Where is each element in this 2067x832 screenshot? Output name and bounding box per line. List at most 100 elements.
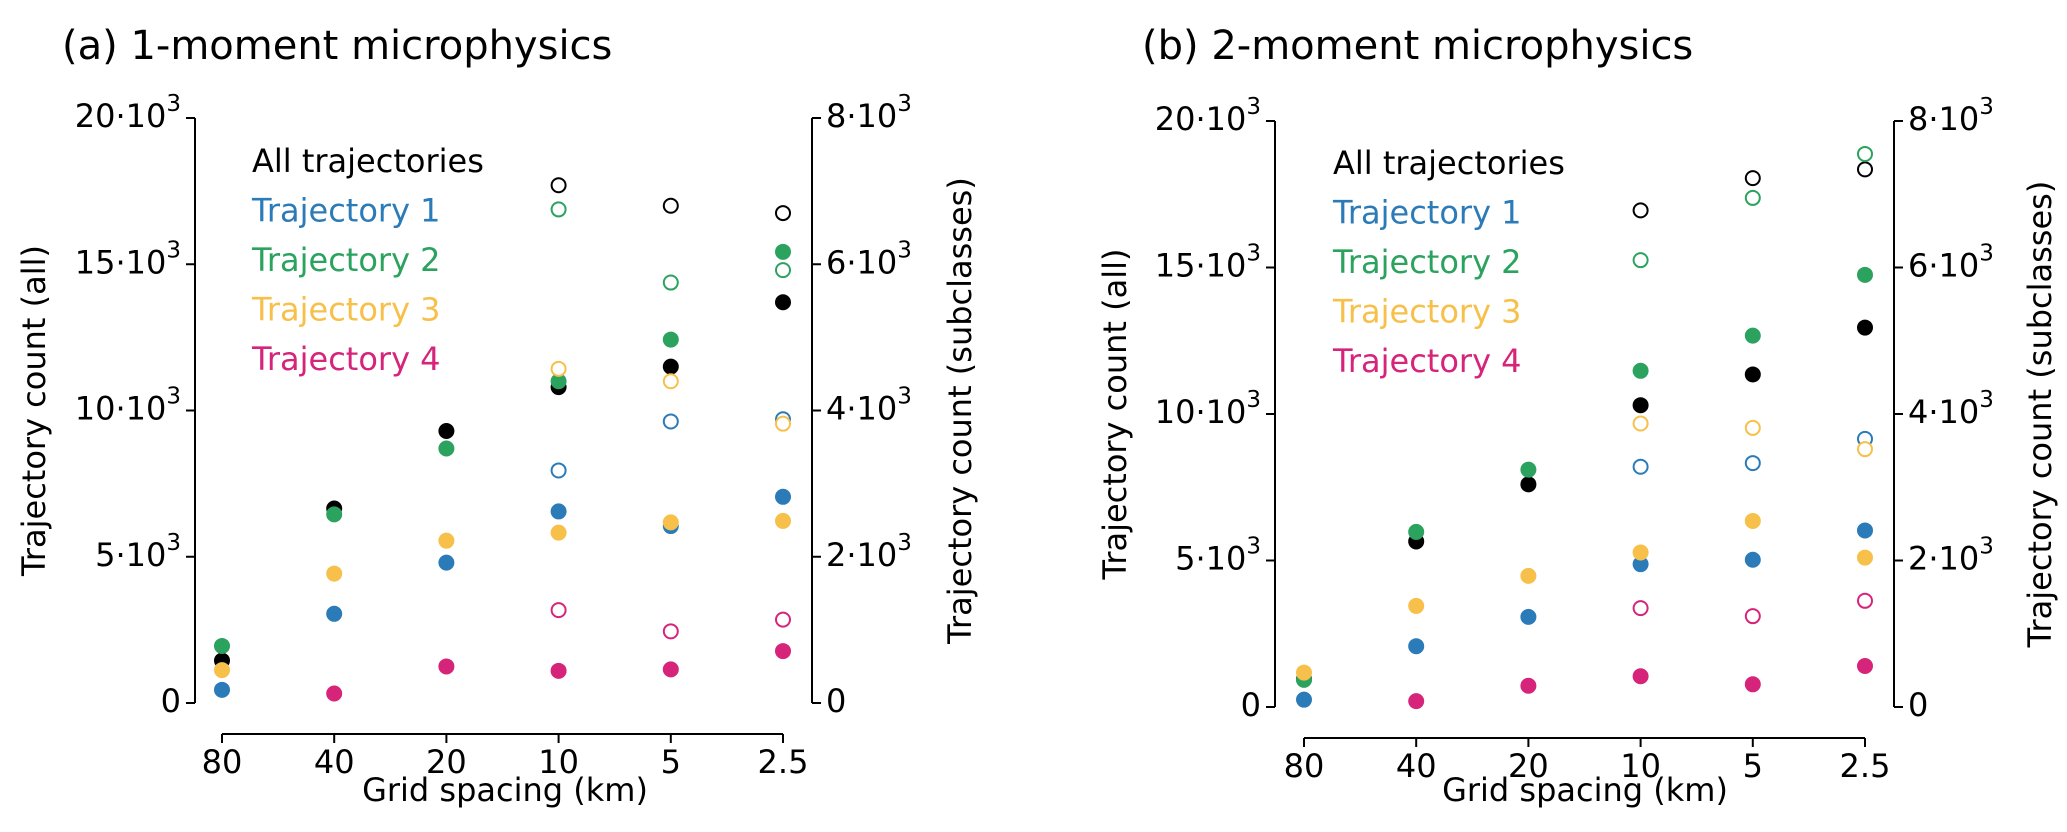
data-point xyxy=(326,565,343,582)
data-point xyxy=(1744,455,1761,472)
left-tick-label: 10·103 xyxy=(1155,387,1261,432)
data-point xyxy=(662,373,679,390)
data-point xyxy=(550,462,567,479)
data-point xyxy=(662,514,679,531)
left-tick-label: 20·103 xyxy=(1155,94,1261,139)
data-point xyxy=(438,532,455,549)
y-axis-label-right: Trajectory count (subclasses) xyxy=(941,177,979,645)
right-tick-label: 0 xyxy=(826,682,846,720)
data-point xyxy=(1744,608,1761,625)
data-point xyxy=(1632,362,1649,379)
data-point xyxy=(662,358,679,375)
right-tick-label: 4·103 xyxy=(826,383,912,428)
data-point xyxy=(550,201,567,218)
data-point xyxy=(1857,266,1873,283)
data-point xyxy=(1408,523,1425,540)
legend-entry: All trajectories xyxy=(252,142,484,180)
data-point xyxy=(438,658,455,675)
data-point xyxy=(550,177,567,194)
data-point xyxy=(1857,441,1873,458)
y-axis-label-left: Trajectory count (all) xyxy=(15,245,53,577)
data-point xyxy=(1632,415,1649,432)
data-point xyxy=(775,205,791,222)
right-tick-label: 4·103 xyxy=(1908,387,1994,432)
left-tick-label: 15·103 xyxy=(75,237,181,282)
data-point xyxy=(1520,567,1537,584)
right-tick-label: 6·103 xyxy=(1908,240,1994,285)
legend-entry: Trajectory 3 xyxy=(1332,293,1522,331)
data-point xyxy=(1744,676,1761,693)
data-point xyxy=(1632,668,1649,685)
x-tick-label: 40 xyxy=(314,743,355,781)
left-tick-label: 0 xyxy=(161,682,181,720)
x-tick-label: 10 xyxy=(538,743,579,781)
x-tick-label: 5 xyxy=(661,743,681,781)
data-point xyxy=(326,605,343,622)
data-point xyxy=(775,243,791,260)
data-point xyxy=(1520,461,1537,478)
data-point xyxy=(1632,252,1649,269)
data-point xyxy=(214,637,230,654)
right-tick-label: 2·103 xyxy=(826,529,912,574)
data-point xyxy=(662,197,679,214)
x-axis-label: Grid spacing (km) xyxy=(362,771,648,809)
data-point xyxy=(1744,419,1761,436)
data-point xyxy=(1632,544,1649,561)
data-point xyxy=(775,262,791,279)
data-point xyxy=(1857,657,1873,674)
data-point xyxy=(662,661,679,678)
panel-a: (a) 1-moment microphysics 0 5·103 10·103 15·… xyxy=(15,23,979,809)
data-point xyxy=(1857,145,1873,162)
x-tick-label: 20 xyxy=(426,743,467,781)
legend-entry: Trajectory 4 xyxy=(251,340,441,378)
data-point xyxy=(1632,458,1649,475)
data-point xyxy=(1857,319,1873,336)
data-point xyxy=(775,643,791,660)
x-tick-label: 80 xyxy=(1284,747,1325,785)
x-tick-label: 40 xyxy=(1396,747,1437,785)
data-point xyxy=(214,681,230,698)
x-tick-label: 20 xyxy=(1508,747,1549,785)
data-point xyxy=(1744,512,1761,529)
left-tick-label: 0 xyxy=(1241,686,1261,724)
data-point xyxy=(1744,366,1761,383)
data-point xyxy=(550,524,567,541)
data-point xyxy=(1632,397,1649,414)
y-axis-label-right: Trajectory count (subclasses) xyxy=(2021,181,2059,649)
data-point xyxy=(1857,549,1873,566)
data-point xyxy=(1857,161,1873,178)
data-point xyxy=(550,503,567,520)
x-tick-label: 2.5 xyxy=(758,743,809,781)
data-point xyxy=(1408,693,1425,710)
data-point xyxy=(1857,522,1873,539)
left-tick-label: 5·103 xyxy=(95,529,181,574)
data-point xyxy=(438,440,455,457)
data-point xyxy=(438,554,455,571)
x-tick-label: 80 xyxy=(202,743,243,781)
left-tick-label: 20·103 xyxy=(75,91,181,136)
x-tick-label: 2.5 xyxy=(1840,747,1891,785)
data-point xyxy=(1744,189,1761,206)
legend-entry: Trajectory 1 xyxy=(251,192,441,230)
data-point xyxy=(775,294,791,311)
data-point xyxy=(438,422,455,439)
data-point xyxy=(1520,677,1537,694)
data-point xyxy=(662,413,679,430)
data-point xyxy=(662,623,679,640)
legend-entry: Trajectory 2 xyxy=(1332,243,1522,281)
data-point xyxy=(1744,170,1761,187)
x-axis-label: Grid spacing (km) xyxy=(1442,771,1728,809)
data-point xyxy=(326,506,343,523)
y-axis-label-left: Trajectory count (all) xyxy=(1096,249,1134,581)
data-point xyxy=(214,662,230,679)
legend-entry: Trajectory 4 xyxy=(1332,342,1522,380)
data-point xyxy=(1520,476,1537,493)
right-tick-label: 2·103 xyxy=(1908,533,1994,578)
data-point xyxy=(1520,608,1537,625)
right-tick-label: 0 xyxy=(1908,686,1928,724)
right-tick-label: 8·103 xyxy=(1908,94,1994,139)
data-point xyxy=(662,331,679,348)
data-point xyxy=(550,602,567,619)
data-point xyxy=(662,274,679,291)
